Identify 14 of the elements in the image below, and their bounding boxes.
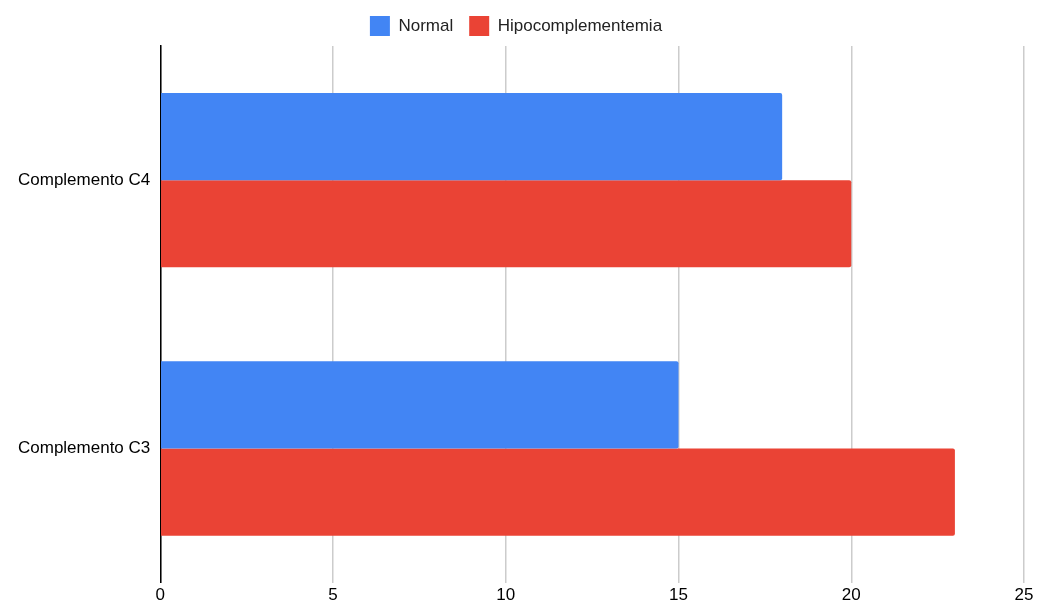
x-tick-label: 0 [155, 585, 166, 605]
bar [161, 361, 679, 449]
legend-label: Normal [398, 15, 454, 35]
x-tick-label: 25 [1014, 585, 1034, 605]
x-tick-label: 10 [496, 585, 516, 605]
legend-label: Hipocomplementemia [497, 15, 663, 35]
x-tick-label: 15 [669, 585, 688, 605]
bar [161, 448, 955, 536]
bar [161, 92, 783, 181]
y-tick-label: Complemento C4 [18, 169, 151, 189]
y-tick-label: Complemento C3 [18, 438, 151, 458]
x-tick-label: 5 [328, 585, 338, 605]
bar [161, 180, 852, 268]
x-tick-label: 20 [841, 585, 861, 605]
